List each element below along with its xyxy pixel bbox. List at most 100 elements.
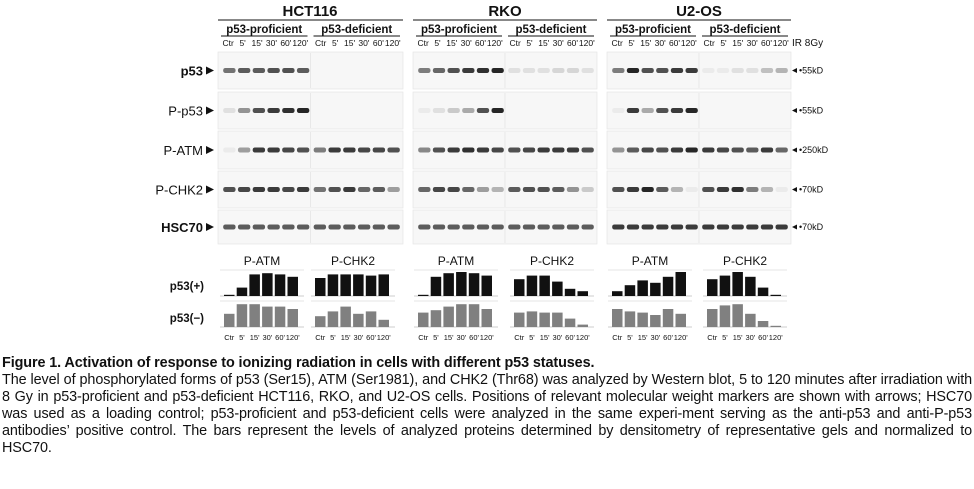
x-tick-label: 60' bbox=[758, 333, 768, 342]
blot-band bbox=[238, 68, 250, 73]
bar bbox=[353, 314, 364, 327]
bar bbox=[418, 295, 429, 296]
caption-body: The level of phosphorylated forms of p53… bbox=[2, 372, 972, 456]
x-tick-label: 5' bbox=[722, 333, 728, 342]
blot-band bbox=[462, 225, 474, 230]
densitometry-title: P-ATM bbox=[244, 254, 280, 268]
timepoint-label: 60' bbox=[475, 38, 486, 48]
timepoint-label: Ctr bbox=[315, 38, 327, 48]
blot-band bbox=[732, 187, 744, 192]
blot-band bbox=[387, 187, 399, 192]
blot-band bbox=[746, 187, 758, 192]
bar bbox=[249, 304, 260, 327]
blot-band bbox=[702, 225, 714, 230]
blot-band bbox=[656, 148, 668, 153]
blot-band bbox=[538, 68, 550, 73]
blot-band bbox=[462, 148, 474, 153]
blot-band bbox=[492, 225, 504, 230]
bar bbox=[771, 295, 782, 296]
x-tick-label: 15' bbox=[638, 333, 648, 342]
blot-band bbox=[717, 68, 729, 73]
group-label: p53-proficient bbox=[421, 24, 497, 36]
blot-band bbox=[462, 187, 474, 192]
timepoint-label: 15' bbox=[732, 38, 743, 48]
bar bbox=[650, 315, 661, 327]
x-tick-label: 30' bbox=[552, 333, 562, 342]
blot-band bbox=[508, 68, 520, 73]
blot-band bbox=[656, 187, 668, 192]
bar bbox=[625, 311, 636, 327]
bar bbox=[482, 309, 493, 327]
timepoint-label: 30' bbox=[655, 38, 666, 48]
blot-band bbox=[702, 187, 714, 192]
blot-band bbox=[297, 148, 309, 153]
bar bbox=[262, 273, 273, 296]
blot-band bbox=[433, 68, 445, 73]
blot-band bbox=[642, 108, 654, 113]
x-tick-label: 30' bbox=[456, 333, 466, 342]
timepoint-label: 120' bbox=[487, 38, 503, 48]
bar bbox=[288, 309, 299, 327]
blot-band bbox=[523, 148, 535, 153]
timepoint-label: 120' bbox=[773, 38, 789, 48]
blot-band bbox=[776, 148, 788, 153]
bar bbox=[249, 274, 260, 296]
x-tick-label: 60' bbox=[275, 333, 285, 342]
blot-band bbox=[523, 187, 535, 192]
marker-label: •250kD bbox=[799, 145, 829, 155]
timepoint-label: 30' bbox=[358, 38, 369, 48]
blot-band bbox=[418, 225, 430, 230]
blot-band bbox=[282, 148, 294, 153]
bar bbox=[527, 276, 538, 296]
blot-band bbox=[508, 187, 520, 192]
blot-band bbox=[686, 148, 698, 153]
x-tick-label: Ctr bbox=[707, 333, 718, 342]
blot-band bbox=[328, 187, 340, 192]
blot-band bbox=[462, 68, 474, 73]
row-arrow-icon bbox=[206, 186, 214, 194]
blot-band bbox=[223, 225, 235, 230]
marker-arrow-icon bbox=[792, 68, 797, 73]
blot-band bbox=[627, 108, 639, 113]
blot-band bbox=[282, 108, 294, 113]
blot-band bbox=[582, 148, 594, 153]
blot-band bbox=[642, 68, 654, 73]
cell-line-title: RKO bbox=[488, 3, 522, 20]
bar bbox=[539, 313, 550, 327]
bar bbox=[758, 321, 769, 327]
blot-band bbox=[702, 68, 714, 73]
marker-label: •55kD bbox=[799, 66, 824, 76]
timepoint-label: 120' bbox=[681, 38, 697, 48]
blot-band bbox=[297, 108, 309, 113]
blot-band bbox=[776, 187, 788, 192]
x-tick-label: 60' bbox=[366, 333, 376, 342]
blot-band bbox=[358, 148, 370, 153]
blot-band bbox=[538, 225, 550, 230]
x-tick-label: 15' bbox=[341, 333, 351, 342]
blot-band bbox=[627, 68, 639, 73]
marker-arrow-icon bbox=[792, 108, 797, 113]
bar bbox=[431, 277, 442, 296]
blot-band bbox=[552, 225, 564, 230]
blot-band bbox=[686, 68, 698, 73]
blot-band bbox=[508, 225, 520, 230]
blot-band bbox=[253, 225, 265, 230]
blot-band bbox=[267, 68, 279, 73]
blot-band bbox=[567, 148, 579, 153]
blot-band bbox=[448, 148, 460, 153]
row-arrow-icon bbox=[206, 223, 214, 231]
blot-row-label: P-CHK2 bbox=[155, 183, 203, 198]
blot-band bbox=[492, 187, 504, 192]
blot-band bbox=[717, 187, 729, 192]
bar bbox=[379, 320, 390, 327]
x-tick-label: 5' bbox=[627, 333, 633, 342]
caption-title: Figure 1. Activation of response to ioni… bbox=[2, 355, 972, 372]
blot-band bbox=[492, 108, 504, 113]
timepoint-label: 120' bbox=[292, 38, 308, 48]
bar bbox=[366, 311, 377, 327]
bar bbox=[224, 295, 235, 296]
timepoint-label: 5' bbox=[526, 38, 533, 48]
bar bbox=[366, 276, 377, 296]
timepoint-label: 5' bbox=[720, 38, 727, 48]
group-label: p53-deficient bbox=[321, 24, 392, 36]
